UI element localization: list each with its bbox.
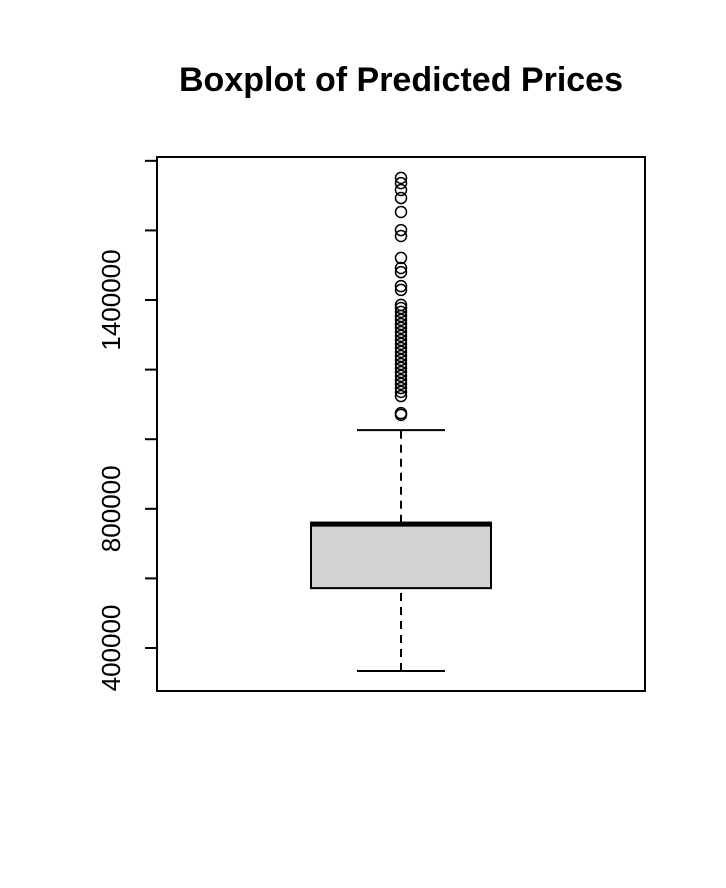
outlier bbox=[394, 365, 408, 379]
outlier bbox=[394, 261, 408, 275]
outlier bbox=[394, 357, 408, 371]
outlier bbox=[394, 333, 408, 347]
outlier bbox=[394, 205, 408, 219]
box bbox=[310, 521, 492, 590]
outlier bbox=[394, 377, 408, 391]
outlier bbox=[394, 353, 408, 367]
outlier bbox=[394, 313, 408, 327]
outlier bbox=[394, 341, 408, 355]
outlier bbox=[394, 191, 408, 205]
outlier bbox=[394, 345, 408, 359]
outlier bbox=[394, 406, 408, 420]
outlier bbox=[394, 305, 408, 319]
outlier bbox=[394, 283, 408, 297]
y-tick-label: 400000 bbox=[96, 605, 126, 692]
outlier bbox=[394, 229, 408, 243]
outlier bbox=[394, 317, 408, 331]
outlier bbox=[394, 183, 408, 197]
chart-title: Boxplot of Predicted Prices bbox=[179, 61, 623, 99]
outlier bbox=[394, 385, 408, 399]
outlier bbox=[394, 279, 408, 293]
outlier bbox=[394, 223, 408, 237]
outlier bbox=[394, 176, 408, 190]
outlier bbox=[394, 301, 408, 315]
outlier bbox=[394, 361, 408, 375]
outlier bbox=[394, 349, 408, 363]
outlier bbox=[394, 337, 408, 351]
outlier bbox=[394, 389, 408, 403]
outlier bbox=[394, 381, 408, 395]
outlier bbox=[394, 325, 408, 339]
outlier bbox=[394, 265, 408, 279]
y-tick-label: 1400000 bbox=[96, 249, 126, 350]
outlier bbox=[394, 321, 408, 335]
plot-frame bbox=[156, 156, 646, 692]
outlier bbox=[394, 171, 408, 185]
outlier bbox=[394, 373, 408, 387]
outlier bbox=[394, 369, 408, 383]
outlier bbox=[394, 251, 408, 265]
outlier bbox=[394, 298, 408, 312]
outlier bbox=[394, 329, 408, 343]
y-tick-label: 800000 bbox=[96, 465, 126, 552]
